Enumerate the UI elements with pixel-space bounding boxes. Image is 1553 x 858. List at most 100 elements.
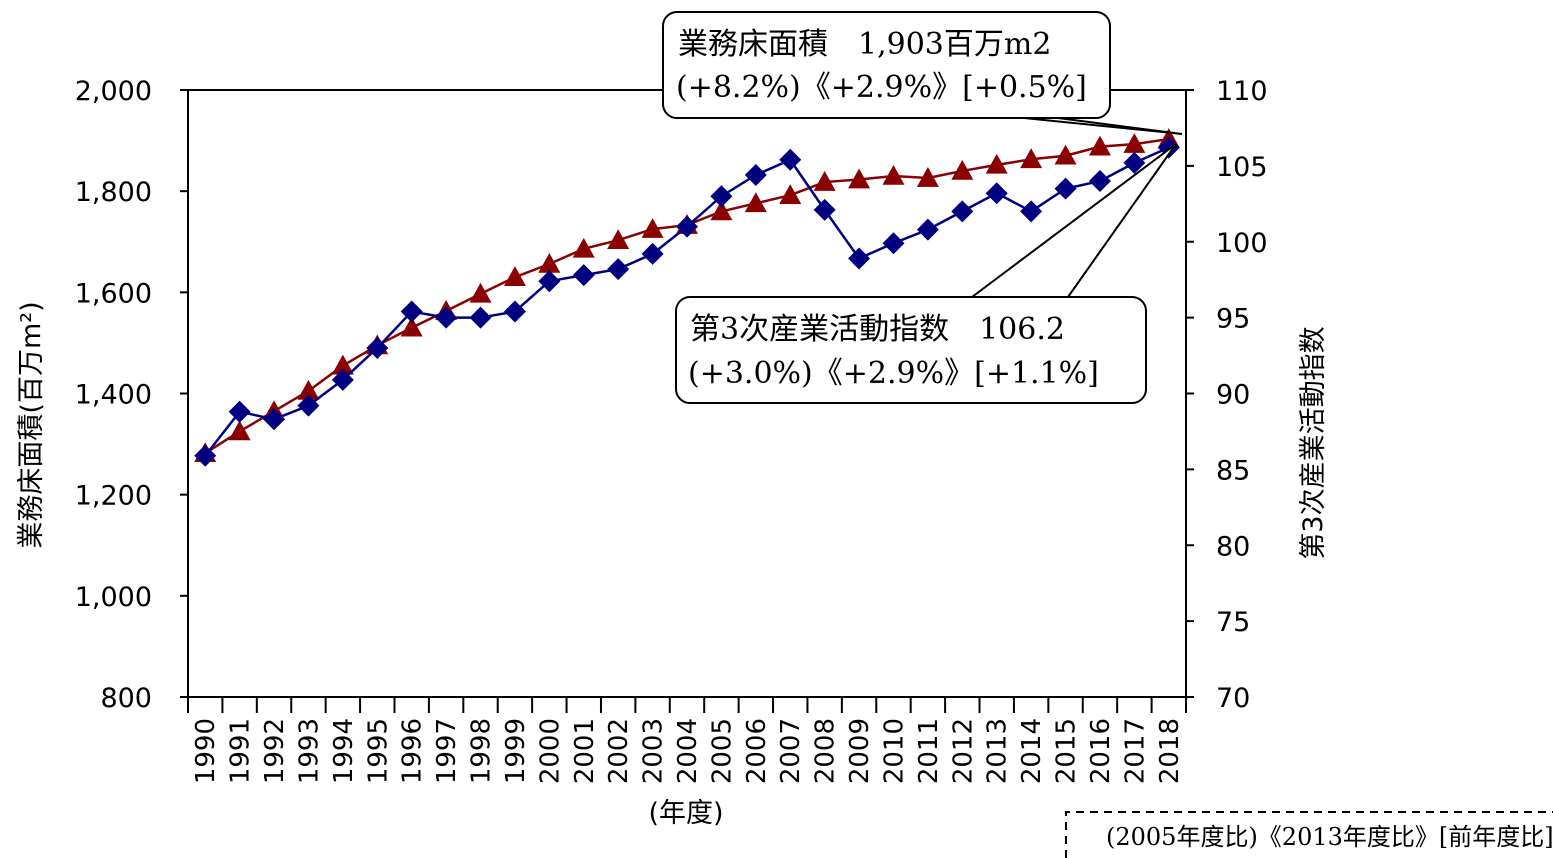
activity-index-point — [503, 300, 526, 323]
activity-index-point — [1054, 177, 1077, 200]
floor-area-point — [710, 200, 733, 221]
y-tick-label: 1,800 — [75, 177, 152, 208]
floor-area-point — [951, 159, 974, 180]
floor-area-point — [916, 167, 939, 187]
activity-index-point — [263, 408, 286, 431]
floor-area-point — [228, 420, 251, 441]
legend-note-frame — [1065, 811, 1553, 858]
x-tick-label: 2015 — [1052, 718, 1082, 784]
y-tick-label: 1,000 — [75, 582, 152, 613]
y2-tick-label: 80 — [1216, 531, 1250, 562]
y2-tick-label: 95 — [1216, 304, 1250, 335]
x-tick-label: 2004 — [673, 718, 703, 784]
x-tick-label: 1999 — [501, 718, 531, 784]
x-tick-label: 1996 — [398, 718, 428, 784]
activity-index-point — [882, 232, 905, 255]
x-tick-label: 2006 — [742, 718, 772, 784]
y2-tick-label: 90 — [1216, 380, 1250, 411]
floor-area-point — [641, 218, 664, 238]
callouts: 業務床面積 1,903百万m2 (+8.2%)《+2.9%》[+0.5%] 第3… — [662, 11, 1183, 404]
activity-index-point — [710, 185, 733, 208]
x-tick-label: 1993 — [294, 718, 324, 784]
floor-area-point — [607, 229, 630, 250]
axes: 800 1,000 1,200 1,400 1,600 1,800 2,000 70 75 80 8… — [16, 76, 1329, 829]
activity-index-point — [400, 300, 423, 323]
floor-area-point — [779, 184, 802, 205]
floor-area-point — [813, 171, 836, 191]
activity-index-point — [1088, 170, 1111, 193]
x-tick-label: 2018 — [1155, 718, 1185, 784]
y-tick-label: 800 — [100, 683, 152, 714]
y2-tick-label: 85 — [1216, 455, 1250, 486]
activity-index-point — [1123, 151, 1146, 174]
activity-index-point — [985, 182, 1008, 205]
y2-tick-label: 110 — [1216, 76, 1268, 107]
floor-area-point — [572, 237, 595, 258]
x-tick-label: 2009 — [845, 718, 875, 784]
x-tick-label: 1995 — [363, 718, 393, 784]
activity-index-point — [951, 200, 974, 223]
callout1-box — [662, 11, 1111, 119]
y2-axis-title: 第3次産業活動指数 — [1298, 326, 1329, 559]
activity-index-point — [916, 218, 939, 241]
x-tick-label: 1990 — [191, 718, 221, 784]
activity-index-point — [607, 258, 630, 281]
x-tick-label: 1994 — [329, 718, 359, 784]
activity-index-point — [228, 400, 251, 423]
floor-area-point — [985, 153, 1008, 174]
x-tick-label: 2003 — [639, 718, 669, 784]
x-tick-label: 2016 — [1086, 718, 1116, 784]
x-tick-label: 2017 — [1120, 718, 1150, 784]
floor-area-point — [331, 354, 354, 375]
floor-area-point — [744, 192, 767, 213]
x-tick-label: 2007 — [776, 718, 806, 784]
floor-area-point — [469, 282, 492, 303]
floor-area-point — [1020, 148, 1043, 169]
floor-area-point — [400, 316, 423, 337]
floor-area-point — [1054, 144, 1077, 165]
activity-index-point — [779, 148, 802, 171]
x-tick-label: 1992 — [260, 718, 290, 784]
x-tick-label: 2002 — [604, 718, 634, 784]
floor-area-point — [538, 253, 561, 273]
activity-index-point — [1020, 200, 1043, 223]
callout2-line2: (+3.0%)《+2.9%》[+1.1%] — [688, 356, 1099, 391]
floor-area-point — [1123, 133, 1146, 153]
legend-note-text: (2005年度比)《2013年度比》[前年度比] — [1106, 823, 1553, 851]
y2-tick-label: 70 — [1216, 683, 1250, 714]
x-tick-label: 2010 — [879, 718, 909, 784]
floor-area-point — [297, 379, 320, 400]
x-tick-label: 1991 — [226, 718, 256, 784]
activity-index-point — [744, 163, 767, 186]
activity-index-point — [676, 215, 698, 238]
callout2-line1: 第3次産業活動指数 106.2 — [690, 312, 1065, 347]
activity-index-point — [366, 336, 389, 359]
x-axis-title: (年度) — [648, 798, 723, 829]
x-tick-label: 2005 — [707, 718, 737, 784]
y-axis-title: 業務床面積(百万m²) — [16, 301, 47, 548]
callout1-line1: 業務床面積 1,903百万m2 — [678, 27, 1051, 62]
activity-index-point — [194, 444, 217, 467]
y2-tick-label: 100 — [1216, 228, 1268, 259]
y2-tick-label: 75 — [1216, 607, 1250, 638]
x-tick-label: 1998 — [467, 718, 497, 784]
legend-note: (2005年度比)《2013年度比》[前年度比] — [1065, 811, 1553, 858]
activity-index-point — [848, 247, 871, 270]
floor-area-point — [503, 266, 526, 286]
activity-index-point — [572, 264, 595, 287]
x-tick-label: 1997 — [432, 718, 462, 784]
x-tick-label: 2011 — [914, 718, 944, 784]
floor-area-point — [882, 164, 905, 185]
activity-index-point — [435, 306, 458, 329]
series-activity-index — [194, 136, 1180, 467]
x-tick-label: 2008 — [811, 718, 841, 784]
callout1-pointer — [1023, 117, 1183, 135]
y-tick-label: 1,600 — [75, 278, 152, 309]
callout2-pointer — [971, 143, 1177, 298]
callout1-line2: (+8.2%)《+2.9%》[+0.5%] — [676, 70, 1087, 105]
activity-index-point — [813, 198, 836, 221]
activity-index-point — [538, 270, 561, 293]
y-tick-label: 2,000 — [75, 76, 152, 107]
y2-tick-label: 105 — [1216, 152, 1268, 183]
